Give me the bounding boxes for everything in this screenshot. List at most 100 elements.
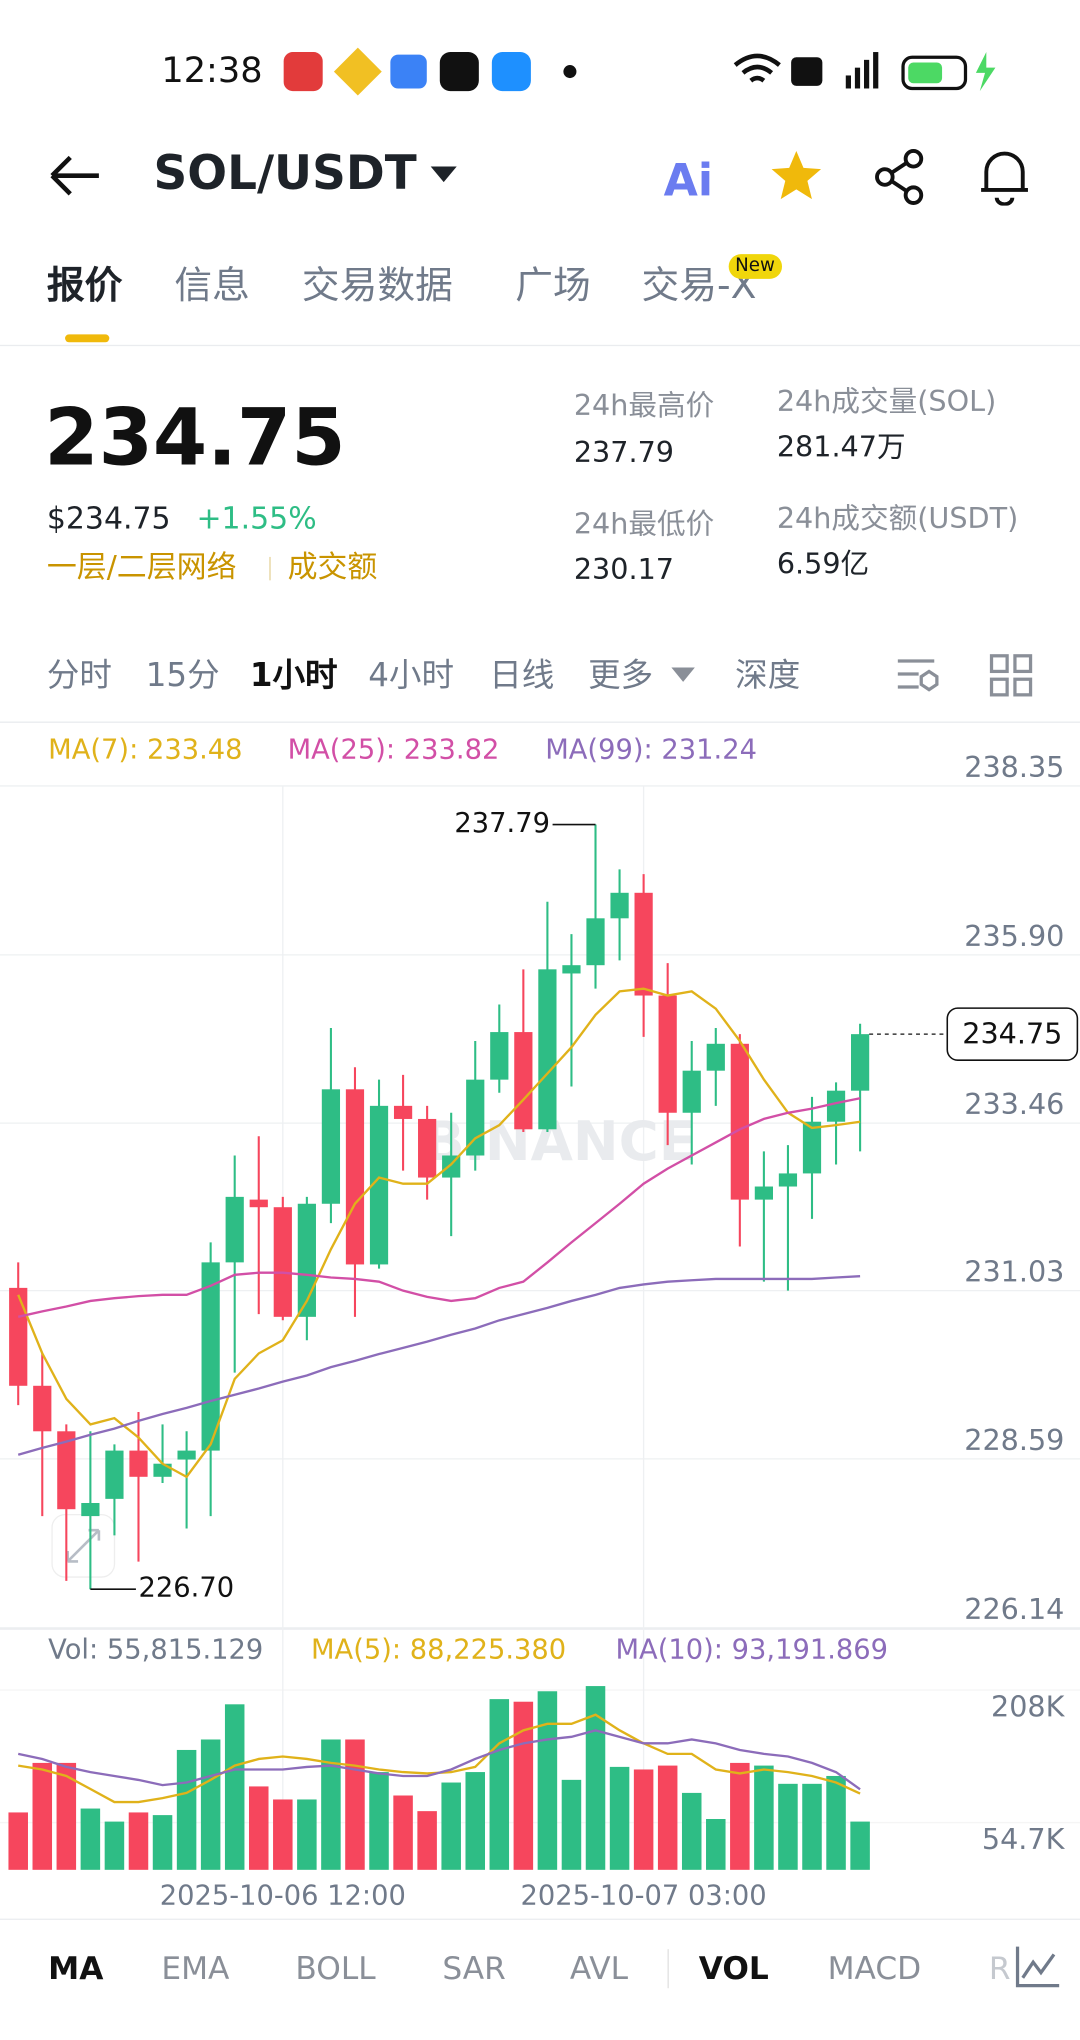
candle-body	[273, 1207, 292, 1317]
indicator-tab[interactable]: AVL	[569, 1950, 629, 1987]
y-tick-label: 54.7K	[982, 1822, 1066, 1856]
status-icons	[283, 47, 996, 96]
candle-body	[345, 1089, 365, 1265]
volume-bar	[754, 1765, 774, 1870]
volume-bar	[730, 1762, 750, 1870]
usd-price: $234.75	[46, 502, 171, 537]
candle-body	[706, 1043, 725, 1071]
interval[interactable]: 4小时	[368, 656, 454, 694]
indicator-tab[interactable]: BOLL	[295, 1950, 376, 1987]
y-tick-label: 235.90	[964, 919, 1064, 953]
candle-body	[57, 1431, 76, 1510]
candle-body	[393, 1105, 413, 1119]
volume-bar	[104, 1821, 125, 1870]
candle-body	[586, 918, 605, 966]
tag[interactable]: 一层/二层网络	[46, 550, 237, 585]
ai-button[interactable]: Ai	[663, 155, 714, 208]
volume-bar	[417, 1811, 437, 1870]
candle-body	[754, 1186, 773, 1200]
candle-body	[634, 892, 653, 996]
interval[interactable]: 15分	[145, 656, 220, 694]
volume-bar	[489, 1699, 510, 1870]
candle-body	[610, 892, 629, 919]
candle-body	[177, 1450, 196, 1460]
vol-legend: Vol: 55,815.129	[48, 1635, 263, 1666]
stat-value: 237.79	[573, 437, 675, 470]
tab[interactable]: 交易数据	[301, 262, 453, 308]
ma-line	[17, 1097, 861, 1318]
volume-bar	[393, 1795, 413, 1870]
indicator-tab[interactable]: SAR	[442, 1950, 506, 1987]
candle-body	[105, 1450, 124, 1499]
tab[interactable]: 广场	[515, 262, 591, 308]
favorite-button[interactable]	[768, 148, 825, 205]
indicator-tab[interactable]: R	[988, 1950, 1011, 1987]
volume-bar	[321, 1739, 341, 1870]
volume-bar	[200, 1739, 221, 1870]
volume-bar	[609, 1766, 630, 1870]
volume-bar	[128, 1812, 149, 1870]
candle-body	[850, 1034, 870, 1091]
stat-value: 6.59亿	[776, 548, 870, 582]
tag[interactable]: 成交额	[287, 550, 378, 585]
pair-title[interactable]: SOL/USDT	[153, 147, 417, 201]
volume-bar	[345, 1739, 365, 1870]
tab[interactable]: 报价	[46, 262, 123, 308]
interval[interactable]: 更多	[588, 656, 654, 694]
expand-icon[interactable]	[66, 1528, 101, 1563]
stat-label: 24h成交额(USDT)	[776, 503, 1019, 536]
price-change: +1.55%	[196, 502, 317, 537]
stat-value: 281.47万	[776, 431, 906, 465]
x-tick-label: 2025-10-06 12:00	[160, 1881, 406, 1912]
volume-bar	[850, 1821, 870, 1870]
volume-bar	[248, 1786, 269, 1870]
indicator-tab[interactable]: MA	[48, 1950, 104, 1987]
volume-bar	[297, 1799, 317, 1870]
volume-bar	[706, 1819, 726, 1870]
last-price-box	[946, 1007, 1079, 1061]
volume-bar	[633, 1769, 654, 1870]
candle-body	[826, 1090, 846, 1122]
candle-body	[778, 1173, 798, 1187]
candle-body	[514, 1032, 533, 1130]
volume-bar	[224, 1704, 245, 1870]
interval[interactable]: 深度	[735, 656, 801, 694]
indicator-tab[interactable]: MACD	[827, 1950, 922, 1987]
pair-caret[interactable]	[429, 164, 458, 185]
interval[interactable]: 1小时	[249, 656, 338, 694]
volume-bar	[826, 1775, 846, 1870]
tab[interactable]: 信息	[174, 262, 250, 308]
y-tick-label: 208K	[991, 1689, 1066, 1723]
interval[interactable]: 日线	[489, 656, 555, 694]
candle-body	[81, 1503, 100, 1517]
kline-chart: 238.35 235.90 233.46 231.03 228.59 226.14 208K…	[0, 721, 1080, 1920]
indicator-tab[interactable]: VOL	[698, 1950, 769, 1987]
tab-indicator	[65, 334, 110, 343]
ma-line	[17, 1275, 861, 1456]
candle-body	[682, 1070, 701, 1113]
share-button[interactable]	[872, 148, 929, 205]
layout-icon[interactable]	[989, 653, 1033, 697]
candle-body	[33, 1385, 52, 1432]
ma-legend: MA(99): 231.24	[545, 734, 757, 765]
volume-bar	[465, 1772, 486, 1870]
ma-line	[17, 987, 861, 1479]
y-tick-label: 226.14	[964, 1592, 1064, 1626]
indicator-settings[interactable]	[1012, 1943, 1065, 1991]
indicator-tab[interactable]: EMA	[161, 1950, 230, 1987]
candle-body	[249, 1199, 268, 1208]
back-button[interactable]	[47, 150, 104, 202]
settings-icon[interactable]	[895, 653, 942, 697]
alert-button[interactable]	[976, 146, 1033, 206]
interval[interactable]: 分时	[46, 656, 112, 694]
ma-legend: MA(7): 233.48	[48, 734, 242, 765]
y-tick-label: 228.59	[964, 1423, 1064, 1457]
tag-divider	[269, 556, 271, 581]
volume-bar	[152, 1815, 173, 1870]
last-price: 234.75	[44, 392, 346, 485]
candle-body	[369, 1105, 389, 1265]
y-tick-label: 233.46	[964, 1087, 1064, 1121]
volume-bar	[32, 1762, 53, 1870]
more-caret[interactable]	[670, 666, 696, 684]
last-price-tag: 234.75	[962, 1016, 1062, 1050]
